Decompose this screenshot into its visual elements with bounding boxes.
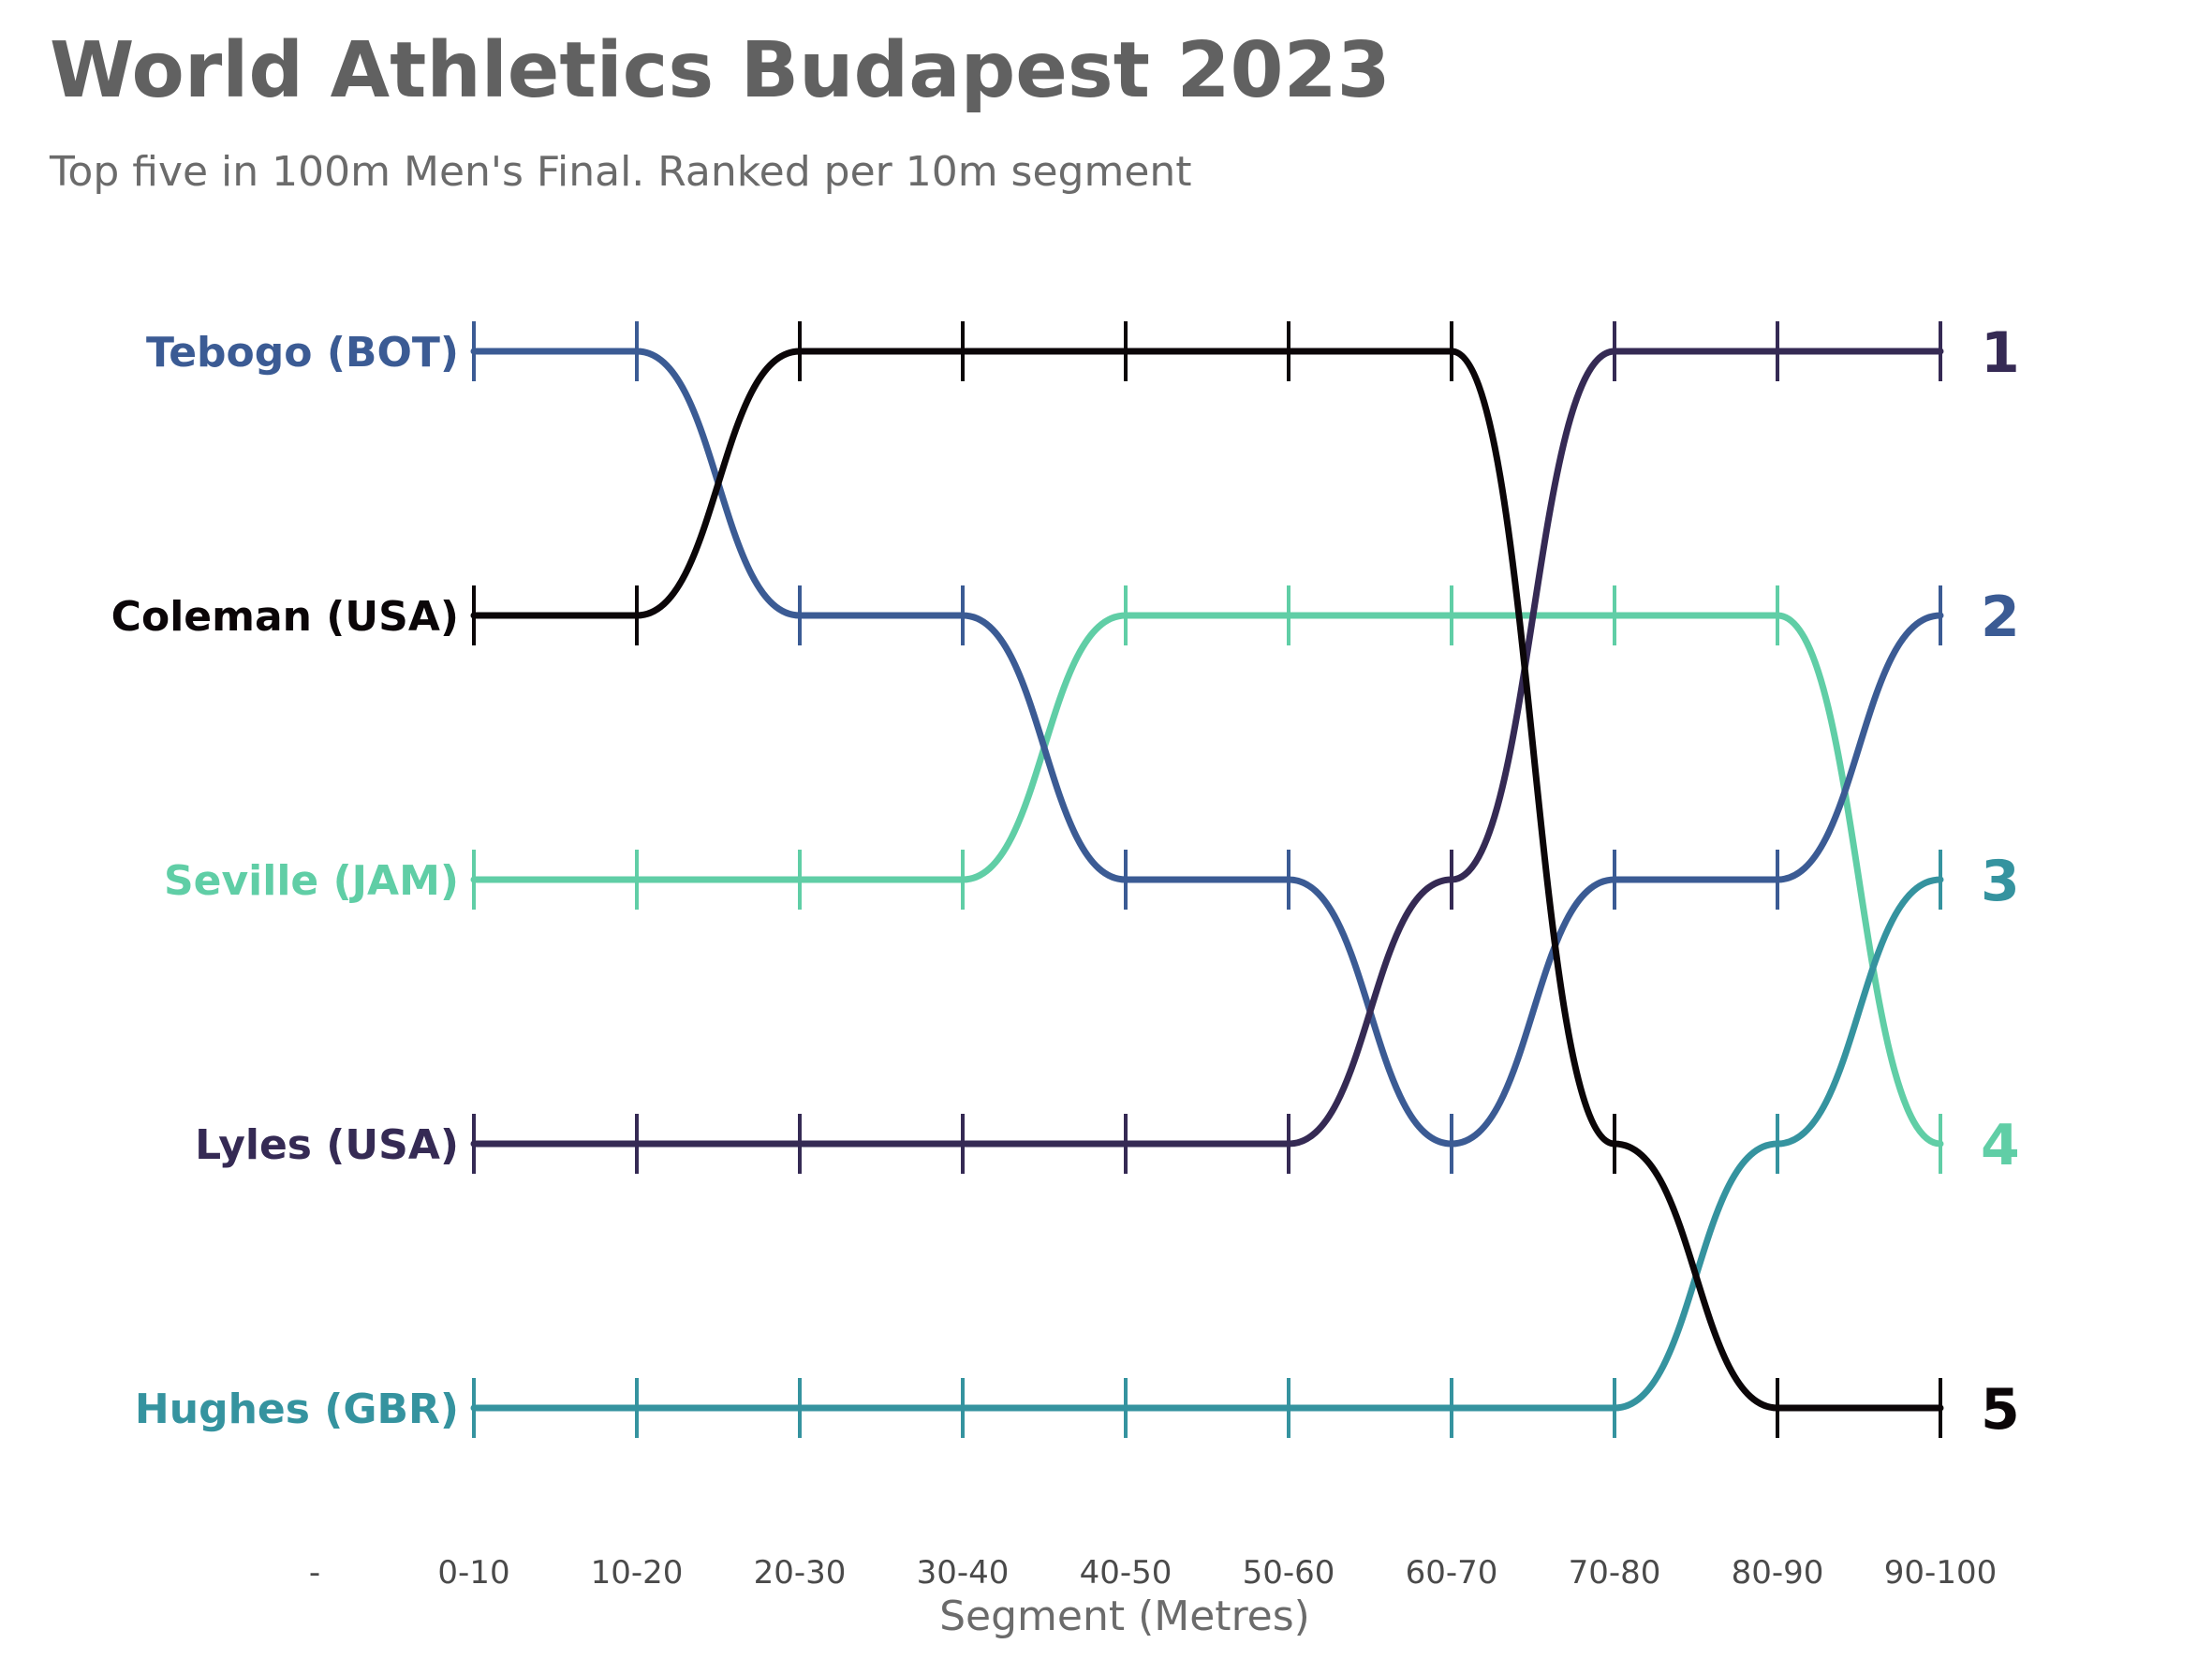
x-tick-label-1: 0-10 — [437, 1554, 509, 1592]
series-line-lyles-usa — [470, 348, 1944, 1148]
x-tick-label-0: - — [309, 1554, 320, 1592]
segment-markers — [472, 321, 1942, 1438]
x-tick-label-9: 80-90 — [1732, 1554, 1824, 1592]
runner-label-tebogo-bot: Tebogo (BOT) — [146, 329, 459, 377]
final-rank-lyles-usa: 1 — [1981, 320, 2020, 386]
final-rank-tebogo-bot: 2 — [1981, 585, 2020, 650]
series-lines — [470, 348, 1944, 1412]
x-tick-label-4: 30-40 — [917, 1554, 1010, 1592]
x-tick-label-5: 40-50 — [1080, 1554, 1172, 1592]
final-rank-labels: 4 3 2 1 5 — [1981, 320, 2020, 1443]
x-tick-label-2: 10-20 — [591, 1554, 684, 1592]
chart-subtitle: Top five in 100m Men's Final. Ranked per… — [50, 148, 1192, 196]
x-tick-label-10: 90-100 — [1884, 1554, 1997, 1592]
x-axis: Segment (Metres) - 0-10 10-20 20-30 30-40 40-… — [309, 1554, 1997, 1640]
chart-title: World Athletics Budapest 2023 — [50, 26, 1391, 115]
x-tick-label-7: 60-70 — [1406, 1554, 1498, 1592]
x-tick-label-3: 20-30 — [754, 1554, 847, 1592]
final-rank-coleman-usa: 5 — [1981, 1377, 2020, 1443]
final-rank-hughes-gbr: 3 — [1981, 849, 2020, 914]
x-tick-label-6: 50-60 — [1243, 1554, 1335, 1592]
runner-label-lyles-usa: Lyles (USA) — [195, 1121, 459, 1169]
series-line-seville-jam — [470, 612, 1944, 1148]
series-line-tebogo-bot — [470, 348, 1944, 1148]
x-tick-label-8: 70-80 — [1569, 1554, 1661, 1592]
runner-labels: Seville (JAM) Hughes (GBR) Tebogo (BOT) Lyl… — [111, 329, 459, 1433]
runner-label-seville-jam: Seville (JAM) — [164, 857, 459, 905]
runner-label-coleman-usa: Coleman (USA) — [111, 593, 459, 641]
final-rank-seville-jam: 4 — [1981, 1113, 2020, 1178]
runner-label-hughes-gbr: Hughes (GBR) — [135, 1385, 459, 1433]
x-axis-title: Segment (Metres) — [939, 1592, 1310, 1640]
